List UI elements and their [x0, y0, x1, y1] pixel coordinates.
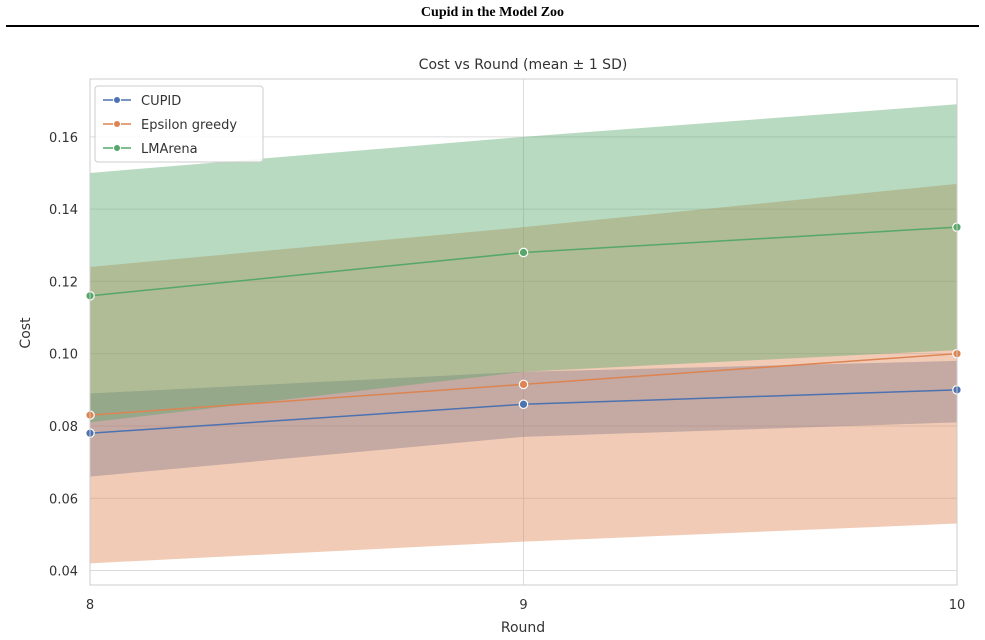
x-tick-label: 8: [86, 598, 94, 613]
legend: CUPID Epsilon greedy LMArena: [94, 85, 264, 163]
header-rule: [6, 25, 979, 27]
y-tick-label: 0.10: [49, 348, 78, 363]
page-header: Cupid in the Model Zoo: [0, 0, 985, 30]
y-tick-label: 0.16: [49, 131, 78, 146]
data-point: [518, 399, 529, 410]
plot-area: 0.04 0.06 0.08 0.10 0.12 0.14 0.16 8 9 10: [49, 78, 966, 613]
x-tick-label: 9: [519, 598, 527, 613]
y-tick-label: 0.04: [49, 565, 78, 580]
legend-box: [94, 85, 264, 163]
sd-band-2: [90, 104, 957, 423]
chart-title: Cost vs Round (mean ± 1 SD): [419, 57, 628, 73]
sd-band-0: [90, 360, 957, 477]
legend-label: Epsilon greedy: [141, 118, 237, 133]
legend-label: LMArena: [141, 142, 198, 157]
legend-marker: [113, 120, 121, 128]
legend-label: CUPID: [141, 94, 181, 109]
plot-border: [89, 78, 958, 586]
y-axis-label: Cost: [18, 317, 34, 349]
y-tick-label: 0.06: [49, 492, 78, 507]
y-tick-label: 0.14: [49, 203, 78, 218]
legend-marker: [113, 96, 121, 104]
y-tick-label: 0.08: [49, 420, 78, 435]
page-header-title: Cupid in the Model Zoo: [420, 5, 565, 20]
data-point: [518, 379, 529, 390]
sd-band-1: [90, 183, 957, 564]
y-tick-label: 0.12: [49, 275, 78, 290]
x-tick-label: 10: [949, 598, 966, 613]
x-axis-label: Round: [501, 620, 545, 636]
data-point: [518, 247, 529, 258]
legend-marker: [113, 144, 121, 152]
